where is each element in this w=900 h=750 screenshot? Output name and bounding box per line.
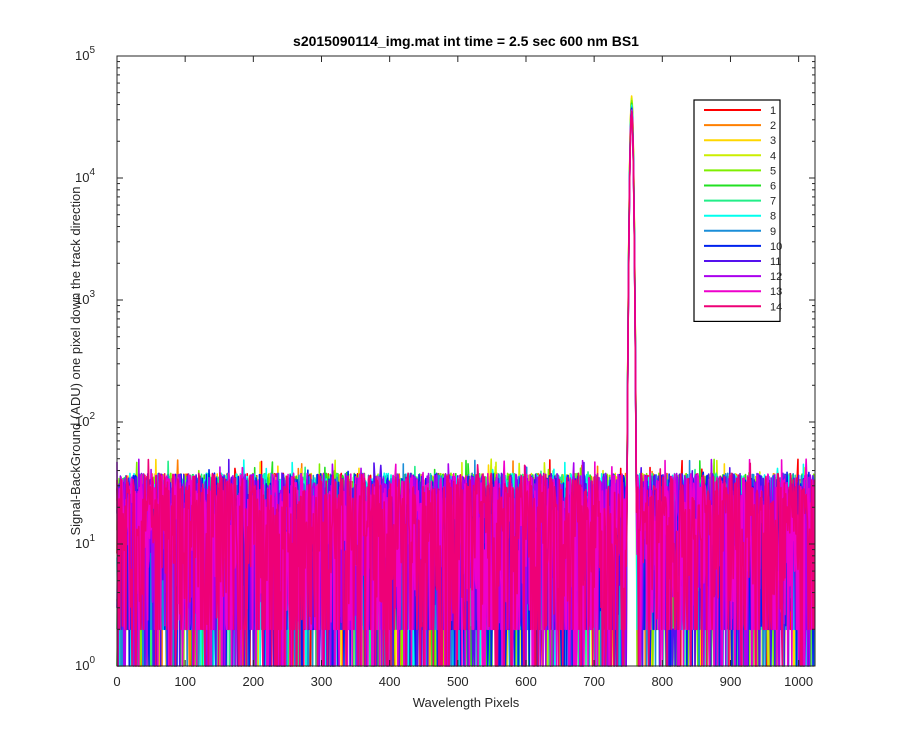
- legend-label: 6: [770, 181, 776, 193]
- x-tick-label: 0: [113, 674, 120, 689]
- x-tick-label: 1000: [784, 674, 813, 689]
- y-tick-label: 105: [75, 45, 95, 63]
- x-tick-label: 900: [720, 674, 742, 689]
- legend-label: 1: [770, 105, 776, 117]
- y-tick-base: 10: [75, 414, 89, 429]
- legend-label: 2: [770, 120, 776, 132]
- chart-title: s2015090114_img.mat int time = 2.5 sec 6…: [293, 33, 639, 49]
- y-tick-exponent: 0: [89, 655, 95, 666]
- x-axis: 0 100 200 300 400 500 600 700 800 900 1000: [113, 56, 813, 689]
- x-axis-label: Wavelength Pixels: [413, 695, 520, 710]
- x-tick-label: 200: [242, 674, 264, 689]
- x-tick-label: 400: [379, 674, 401, 689]
- y-tick-exponent: 1: [89, 533, 95, 544]
- y-tick-base: 10: [75, 170, 89, 185]
- legend-label: 3: [770, 135, 776, 147]
- y-tick-exponent: 2: [89, 411, 95, 422]
- y-tick-base: 10: [75, 658, 89, 673]
- x-tick-label: 500: [447, 674, 469, 689]
- y-tick-label: 104: [75, 167, 95, 185]
- y-tick-base: 10: [75, 536, 89, 551]
- y-tick-exponent: 4: [89, 167, 95, 178]
- legend-label: 14: [770, 301, 782, 313]
- x-tick-label: 700: [583, 674, 605, 689]
- y-axis-label: Signal-BackGround (ADU) one pixel down t…: [68, 186, 83, 535]
- legend-label: 11: [770, 256, 781, 268]
- series-lines: [116, 95, 816, 667]
- legend-label: 12: [770, 271, 782, 283]
- x-tick-label: 100: [174, 674, 196, 689]
- y-tick-label: 103: [75, 289, 95, 307]
- y-tick-exponent: 5: [89, 45, 95, 56]
- legend-label: 9: [770, 226, 776, 238]
- x-tick-label: 300: [311, 674, 333, 689]
- y-tick-label: 101: [75, 533, 95, 551]
- y-tick-label: 102: [75, 411, 95, 429]
- series-line-14: [116, 110, 816, 667]
- y-tick-label: 100: [75, 655, 95, 673]
- y-tick-base: 10: [75, 48, 89, 63]
- legend-label: 8: [770, 211, 776, 223]
- x-tick-label: 600: [515, 674, 537, 689]
- legend-label: 5: [770, 165, 776, 177]
- y-tick-exponent: 3: [89, 289, 95, 300]
- legend-label: 4: [770, 150, 776, 162]
- legend-label: 13: [770, 286, 782, 298]
- legend-label: 10: [770, 241, 782, 253]
- axes-box: [116, 55, 816, 667]
- legend-box: [693, 99, 781, 322]
- legend-label: 7: [770, 196, 776, 208]
- x-tick-label: 800: [651, 674, 673, 689]
- y-tick-base: 10: [75, 292, 89, 307]
